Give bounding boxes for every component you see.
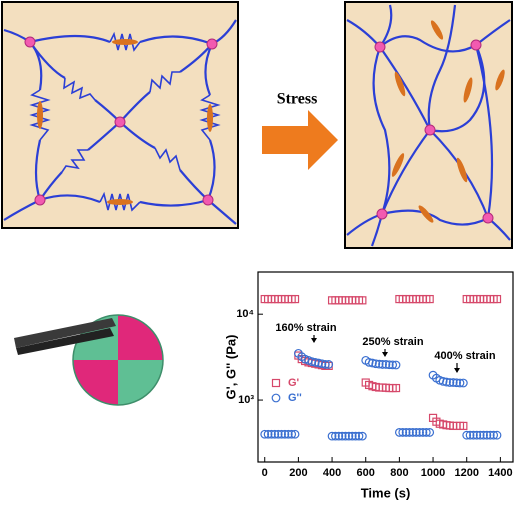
square-marker (492, 294, 502, 304)
circle-marker (398, 428, 408, 437)
circle-marker (267, 429, 276, 439)
x-tick-label: 600 (357, 467, 375, 479)
circle-marker (371, 359, 381, 369)
y-tick-label: 10³ (238, 394, 254, 406)
circle-marker (462, 430, 472, 440)
x-tick-label: 800 (390, 467, 408, 479)
circle-marker (452, 378, 462, 388)
square-marker (391, 383, 401, 393)
circle-marker (384, 360, 394, 370)
circle-marker (290, 429, 300, 439)
unstretched-network (1, 1, 239, 229)
square-marker (290, 294, 300, 304)
circle-marker (324, 360, 334, 369)
circle-marker (418, 428, 428, 437)
stress-arrow (262, 110, 338, 170)
circle-marker (405, 428, 414, 437)
circle-marker (317, 359, 327, 369)
circle-marker (388, 360, 398, 370)
annotation-arrowhead (382, 352, 388, 357)
circle-marker (368, 358, 377, 368)
gel-photo (14, 314, 164, 406)
annotation: 250% strain (362, 336, 423, 348)
circle-marker (310, 357, 320, 367)
circle-marker (337, 431, 347, 441)
circle-marker (287, 429, 297, 439)
circle-marker (357, 431, 367, 441)
circle-marker (485, 430, 495, 440)
legend-label: G' (288, 377, 300, 389)
circle-marker (442, 377, 451, 387)
circle-marker (344, 431, 354, 441)
circle-marker (347, 431, 357, 441)
circle-marker (425, 428, 435, 437)
circle-marker (492, 430, 502, 440)
circle-marker (314, 358, 323, 368)
x-tick-label: 400 (323, 467, 341, 479)
legend-label: G'' (288, 392, 302, 404)
arrow-label: Stress (277, 91, 318, 108)
square-marker (358, 296, 367, 305)
y-tick-label: 10⁴ (236, 308, 254, 320)
circle-marker (263, 429, 273, 439)
circle-marker (307, 357, 317, 367)
circle-marker (455, 378, 465, 388)
circle-marker (489, 430, 499, 440)
x-tick-label: 0 (262, 467, 268, 479)
circle-marker (364, 357, 374, 367)
circle-marker (411, 428, 421, 437)
circle-marker (394, 428, 404, 437)
x-tick-label: 200 (289, 467, 307, 479)
circle-marker (327, 431, 337, 441)
plot-frame (257, 271, 514, 463)
stretched-network (344, 1, 513, 249)
circle-marker (408, 428, 418, 437)
circle-marker (277, 429, 286, 439)
annotation: 400% strain (434, 350, 495, 362)
circle-marker (401, 428, 411, 437)
circle-marker (280, 429, 290, 439)
annotation-arrowhead (454, 368, 460, 373)
annotation: 160% strain (275, 322, 336, 334)
circle-marker (475, 430, 485, 440)
circle-marker (381, 360, 391, 369)
circle-marker (415, 428, 424, 437)
circle-marker (465, 430, 475, 440)
circle-marker (271, 393, 281, 403)
x-tick-label: 1400 (488, 467, 512, 479)
annotation-arrowhead (311, 338, 317, 343)
y-axis-label: G', G'' (Pa) (223, 335, 238, 400)
circle-marker (351, 431, 361, 441)
square-marker (425, 294, 434, 304)
circle-marker (378, 360, 387, 369)
chart: 0 200 400 600 800 1000 1200 1400 10³ 10⁴ Time (s) G… (223, 271, 514, 500)
circle-marker (445, 378, 455, 387)
circle-marker (421, 428, 431, 437)
circle-marker (482, 430, 492, 440)
circle-marker (320, 360, 330, 369)
circle-marker (334, 431, 344, 441)
x-tick-label: 1000 (421, 467, 445, 479)
circle-marker (273, 429, 283, 439)
circle-marker (270, 429, 280, 439)
circle-marker (472, 430, 482, 440)
square-marker (271, 378, 281, 388)
circle-marker (458, 378, 468, 388)
circle-marker (448, 378, 458, 387)
circle-marker (283, 429, 293, 439)
x-tick-label: 1200 (454, 467, 478, 479)
circle-marker (331, 431, 340, 441)
circle-marker (341, 431, 350, 441)
circle-marker (479, 430, 488, 440)
circle-marker (374, 359, 384, 369)
circle-marker (354, 431, 364, 441)
circle-marker (260, 429, 270, 439)
x-axis-label: Time (s) (361, 485, 411, 500)
circle-marker (391, 360, 401, 370)
circle-marker (469, 430, 478, 440)
square-marker (459, 421, 468, 431)
circle-marker (438, 376, 448, 386)
